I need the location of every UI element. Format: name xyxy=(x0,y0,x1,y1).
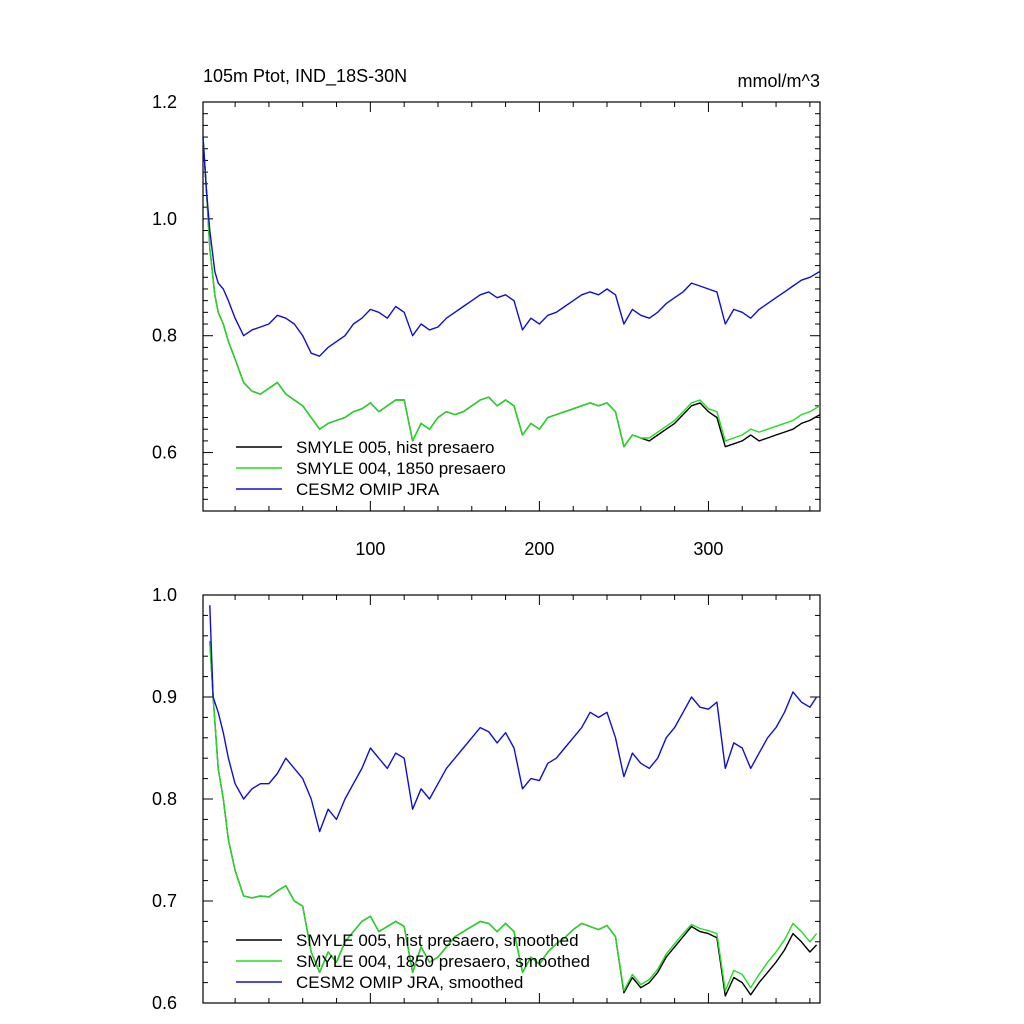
y-tick-label: 0.9 xyxy=(152,687,177,707)
legend-label: SMYLE 005, hist presaero, smoothed xyxy=(296,931,579,950)
y-tick-label: 0.6 xyxy=(152,443,177,463)
top-panel-lines xyxy=(202,137,821,448)
top-plot-frame xyxy=(202,101,821,512)
series-line xyxy=(209,605,818,833)
legend-label: SMYLE 004, 1850 presaero xyxy=(296,459,506,478)
y-tick-label: 0.6 xyxy=(152,993,177,1013)
top-panel-ticks: 100 200 300 0.6 0.8 1.0 1.2 xyxy=(152,92,820,559)
y-tick-label: 0.8 xyxy=(152,326,177,346)
top-panel-title: 105m Ptot, IND_18S-30N xyxy=(203,66,407,87)
bottom-panel-legend: SMYLE 005, hist presaero, smoothed SMYLE … xyxy=(236,931,590,992)
bottom-panel-lines xyxy=(209,605,818,997)
top-panel-legend: SMYLE 005, hist presaero SMYLE 004, 1850 … xyxy=(236,438,506,499)
legend-label: SMYLE 005, hist presaero xyxy=(296,438,494,457)
y-tick-label: 0.8 xyxy=(152,789,177,809)
legend-label: CESM2 OMIP JRA, smoothed xyxy=(296,973,523,992)
top-panel: 105m Ptot, IND_18S-30N mmol/m^3 100 200 30… xyxy=(152,66,821,559)
legend-label: SMYLE 004, 1850 presaero, smoothed xyxy=(296,952,590,971)
series-line xyxy=(202,137,821,357)
x-tick-label: 100 xyxy=(355,539,385,559)
y-tick-label: 1.0 xyxy=(152,585,177,605)
y-tick-label: 0.7 xyxy=(152,891,177,911)
bottom-panel-ticks: 0.6 0.7 0.8 0.9 1.0 xyxy=(152,585,820,1013)
y-tick-label: 1.2 xyxy=(152,92,177,112)
x-tick-label: 200 xyxy=(524,539,554,559)
x-tick-label: 300 xyxy=(693,539,723,559)
series-line xyxy=(209,640,818,992)
y-tick-label: 1.0 xyxy=(152,209,177,229)
legend-label: CESM2 OMIP JRA xyxy=(296,480,440,499)
bottom-panel: 0.6 0.7 0.8 0.9 1.0 SMYLE 005, hist presaero… xyxy=(152,585,821,1013)
series-line xyxy=(202,137,821,448)
top-panel-units: mmol/m^3 xyxy=(738,71,820,91)
